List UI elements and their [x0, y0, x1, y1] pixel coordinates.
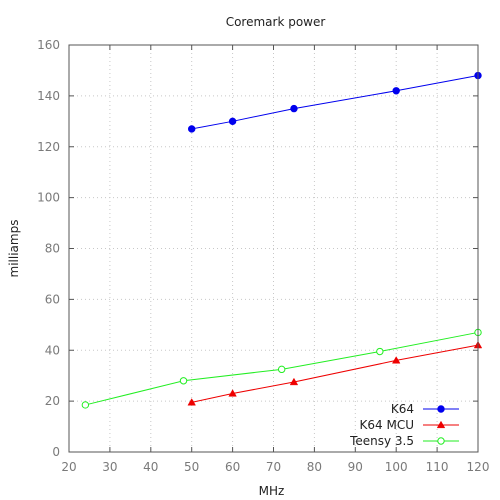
- legend-entry: K64: [391, 402, 459, 416]
- series-teensy-3-5: [81, 328, 482, 409]
- x-tick-label: 70: [266, 460, 281, 474]
- y-tick-label: 160: [37, 38, 60, 52]
- x-tick-label: 40: [143, 460, 158, 474]
- legend-label: K64 MCU: [360, 418, 414, 432]
- data-point: [392, 87, 400, 95]
- y-tick-label: 120: [37, 140, 60, 154]
- x-tick-label: 120: [467, 460, 490, 474]
- data-point: [289, 377, 299, 386]
- x-tick-label: 100: [385, 460, 408, 474]
- y-tick-label: 20: [45, 394, 60, 408]
- x-tick-label: 90: [348, 460, 363, 474]
- legend-entry: K64 MCU: [360, 418, 459, 432]
- legend-label: K64: [391, 402, 414, 416]
- grid: [69, 45, 478, 452]
- data-point: [179, 377, 188, 385]
- series-k64-mcu: [187, 340, 483, 406]
- y-tick-label: 0: [52, 445, 60, 459]
- x-tick-label: 20: [61, 460, 76, 474]
- x-axis-title: MHz: [259, 484, 285, 498]
- data-point: [391, 356, 401, 364]
- legend-swatch-marker: [437, 405, 445, 413]
- data-point: [228, 117, 237, 126]
- y-axis-title: milliamps: [7, 220, 21, 278]
- y-tick-label: 60: [45, 292, 60, 306]
- x-tick-label: 60: [225, 460, 240, 474]
- axis-ticks: 20 30 40 50 60 70 80 90 100 110 120020406080100120…: [37, 38, 489, 474]
- series-layer: [81, 71, 483, 409]
- y-tick-label: 40: [45, 343, 60, 357]
- chart-title: Coremark power: [226, 15, 326, 29]
- legend-swatch-marker: [436, 420, 446, 429]
- data-point: [376, 347, 384, 356]
- x-tick-label: 80: [307, 460, 322, 474]
- legend-entry: Teensy 3.5: [349, 434, 459, 448]
- data-point: [187, 398, 196, 406]
- x-tick-label: 50: [184, 460, 199, 474]
- data-point: [228, 389, 237, 397]
- y-tick-label: 140: [37, 89, 60, 103]
- legend-swatch-marker: [437, 437, 445, 445]
- data-point: [81, 401, 90, 409]
- data-point: [290, 104, 298, 113]
- x-tick-label: 110: [426, 460, 449, 474]
- legend-label: Teensy 3.5: [349, 434, 414, 448]
- data-point: [188, 125, 196, 133]
- x-tick-label: 30: [102, 460, 117, 474]
- legend: K64 K64 MCU Teensy 3.5: [349, 402, 459, 448]
- data-point: [277, 365, 286, 374]
- y-tick-label: 100: [37, 191, 60, 205]
- y-tick-label: 80: [45, 242, 60, 256]
